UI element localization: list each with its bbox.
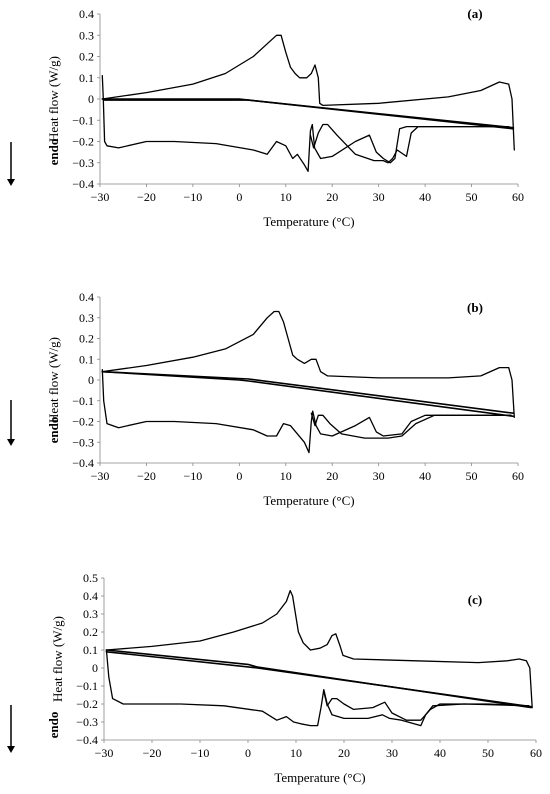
panel-2-x-tick-label: −30: [95, 746, 114, 760]
panel-2-y-tick-label: −0.1: [76, 679, 98, 693]
panel-1-x-tick-label: 40: [419, 469, 431, 483]
panel-0-series-2-line: [101, 34, 515, 151]
panel-2-x-tick-label: 0: [245, 746, 251, 760]
panel-2-x-tick-label: 10: [290, 746, 302, 760]
panel-0-endo-arrow-head: [7, 179, 15, 186]
panel-1-y-tick-label: 0.4: [79, 290, 94, 304]
panel-2-series-4-line: [105, 651, 532, 708]
panel-0-series-0-line: [101, 74, 510, 172]
panel-1-y-tick-label: −0.4: [72, 456, 94, 470]
panel-2-y-tick-label: 0: [92, 661, 98, 675]
panel-2-y-tick-label: −0.4: [76, 733, 98, 747]
panel-2-series-0-line: [105, 649, 530, 727]
panel-1-series-3-line: [101, 370, 515, 418]
panel-1-y-tick-label: 0.2: [79, 332, 94, 346]
panel-2-endo-label: endo: [46, 712, 61, 739]
panel-0-x-tick-label: −20: [137, 190, 156, 204]
panel-2-x-tick-label: 30: [386, 746, 398, 760]
panel-2-x-tick-label: 20: [338, 746, 350, 760]
panel-1-series-4-line: [101, 370, 515, 414]
panel-0-series-3-line: [101, 98, 515, 130]
panel-0-x-tick-label: 60: [512, 190, 524, 204]
panel-1-x-tick-label: 50: [466, 469, 478, 483]
panel-0-series-4-line: [103, 99, 515, 129]
panel-0-y-tick-label: −0.1: [72, 113, 94, 127]
panel-0-x-tick-label: 50: [466, 190, 478, 204]
panel-1-x-tick-label: 20: [326, 469, 338, 483]
panel-1-x-tick-label: 10: [280, 469, 292, 483]
panel-2-x-tick-label: −10: [191, 746, 210, 760]
panel-1-y-tick-label: −0.1: [72, 394, 94, 408]
panel-0-y-tick-label: −0.3: [72, 156, 94, 170]
panel-2-y-tick-label: 0.4: [83, 589, 98, 603]
panel-0-y-tick-label: 0.4: [79, 7, 94, 21]
panel-1-x-tick-label: −30: [91, 469, 110, 483]
panel-0-y-tick-label: 0.1: [79, 71, 94, 85]
panel-1-y-tick-label: 0.1: [79, 352, 94, 366]
panel-2-x-tick-label: 60: [530, 746, 542, 760]
panel-0-y-tick-label: 0.3: [79, 28, 94, 42]
panel-0-x-tick-label: 10: [280, 190, 292, 204]
panel-1-y-tick-label: −0.3: [72, 435, 94, 449]
panel-2-y-tick-label: 0.2: [83, 625, 98, 639]
panel-1-x-axis-label: Temperature (°C): [263, 493, 354, 508]
panel-0-x-axis-label: Temperature (°C): [263, 214, 354, 229]
panel-1-y-tick-label: 0.3: [79, 311, 94, 325]
panel-1-endo-label: endo: [46, 417, 61, 444]
panel-0-x-tick-label: −30: [91, 190, 110, 204]
panel-0-y-tick-label: −0.2: [72, 135, 94, 149]
panel-0-y-tick-label: 0: [88, 92, 94, 106]
panel-0-y-tick-label: −0.4: [72, 177, 94, 191]
panel-1-series-0-line: [101, 368, 512, 454]
panel-1-y-axis-label: Heat flow (W/g): [46, 337, 61, 423]
panel-0-series-1-line: [309, 123, 510, 164]
panel-0-panel-label: (a): [467, 6, 482, 21]
panel-2-panel-label: (c): [468, 592, 482, 607]
panel-2-x-tick-label: 50: [482, 746, 494, 760]
panel-1-y-tick-label: 0: [88, 373, 94, 387]
panel-1-panel-label: (b): [467, 300, 483, 315]
panel-2-series-1-line: [323, 690, 530, 721]
panel-1-x-tick-label: 60: [512, 469, 524, 483]
panel-0-x-tick-label: 20: [326, 190, 338, 204]
panel-1-series-1-line: [310, 412, 512, 439]
panel-1-y-tick-label: −0.2: [72, 415, 94, 429]
panel-2-x-tick-label: −20: [143, 746, 162, 760]
panel-0-y-axis-label: Heat flow (W/g): [46, 56, 61, 142]
panel-2-endo-arrow-head: [7, 746, 15, 753]
panel-1-endo-arrow-head: [7, 439, 15, 446]
panel-2-y-tick-label: −0.3: [76, 715, 98, 729]
panel-2-y-tick-label: 0.5: [83, 571, 98, 585]
panel-2-y-axis-label: Heat flow (W/g): [50, 616, 65, 702]
panel-0-x-tick-label: −10: [183, 190, 202, 204]
panel-2-series-2-line: [105, 589, 533, 709]
panel-2-y-tick-label: −0.2: [76, 697, 98, 711]
panel-1-x-tick-label: −20: [137, 469, 156, 483]
panel-1-x-tick-label: 0: [236, 469, 242, 483]
panel-1-x-tick-label: −10: [183, 469, 202, 483]
panel-2-y-tick-label: 0.3: [83, 607, 98, 621]
panel-2-x-tick-label: 40: [434, 746, 446, 760]
panel-0-endo-label: endo: [46, 139, 61, 166]
panel-0-x-tick-label: 40: [419, 190, 431, 204]
panel-0-x-tick-label: 0: [236, 190, 242, 204]
panel-2-y-tick-label: 0.1: [83, 643, 98, 657]
panel-1-x-tick-label: 30: [373, 469, 385, 483]
panel-0-x-tick-label: 30: [373, 190, 385, 204]
panel-1-series-2-line: [101, 310, 515, 419]
panel-0-y-tick-label: 0.2: [79, 50, 94, 64]
panel-2-x-axis-label: Temperature (°C): [274, 770, 365, 785]
